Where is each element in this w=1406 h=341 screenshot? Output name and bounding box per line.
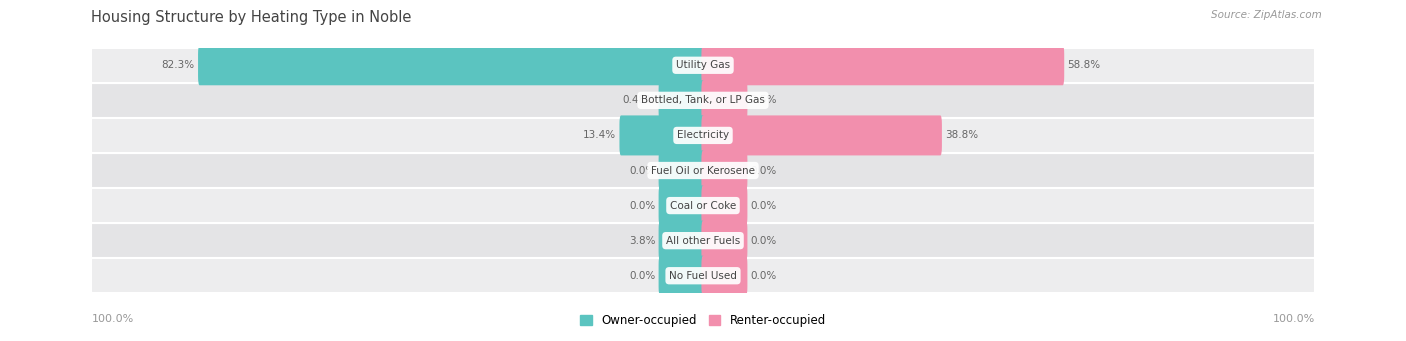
Bar — [91, 153, 1315, 188]
Text: Fuel Oil or Kerosene: Fuel Oil or Kerosene — [651, 165, 755, 176]
Text: Housing Structure by Heating Type in Noble: Housing Structure by Heating Type in Nob… — [91, 10, 412, 25]
Text: 0.0%: 0.0% — [751, 236, 778, 246]
Text: Source: ZipAtlas.com: Source: ZipAtlas.com — [1211, 10, 1322, 20]
Bar — [91, 258, 1315, 293]
Text: Coal or Coke: Coal or Coke — [669, 201, 737, 211]
FancyBboxPatch shape — [658, 150, 704, 191]
Text: 100.0%: 100.0% — [1272, 314, 1315, 324]
Bar — [91, 223, 1315, 258]
Text: 0.0%: 0.0% — [628, 201, 655, 211]
FancyBboxPatch shape — [658, 221, 704, 261]
Text: 0.0%: 0.0% — [751, 271, 778, 281]
Text: All other Fuels: All other Fuels — [666, 236, 740, 246]
Text: Utility Gas: Utility Gas — [676, 60, 730, 70]
Text: 0.0%: 0.0% — [628, 271, 655, 281]
FancyBboxPatch shape — [620, 115, 704, 155]
Text: Bottled, Tank, or LP Gas: Bottled, Tank, or LP Gas — [641, 95, 765, 105]
FancyBboxPatch shape — [658, 80, 704, 120]
Text: 82.3%: 82.3% — [162, 60, 195, 70]
FancyBboxPatch shape — [658, 186, 704, 226]
Text: 0.0%: 0.0% — [628, 165, 655, 176]
FancyBboxPatch shape — [702, 80, 748, 120]
Text: 3.8%: 3.8% — [628, 236, 655, 246]
Bar — [91, 83, 1315, 118]
Text: 38.8%: 38.8% — [945, 130, 979, 140]
Text: 58.8%: 58.8% — [1067, 60, 1101, 70]
Bar — [91, 188, 1315, 223]
Text: No Fuel Used: No Fuel Used — [669, 271, 737, 281]
Text: 0.48%: 0.48% — [623, 95, 655, 105]
Text: 0.0%: 0.0% — [751, 201, 778, 211]
Text: 13.4%: 13.4% — [583, 130, 616, 140]
Text: 100.0%: 100.0% — [91, 314, 134, 324]
FancyBboxPatch shape — [702, 150, 748, 191]
Legend: Owner-occupied, Renter-occupied: Owner-occupied, Renter-occupied — [575, 309, 831, 332]
FancyBboxPatch shape — [702, 256, 748, 296]
Text: 0.0%: 0.0% — [751, 165, 778, 176]
FancyBboxPatch shape — [702, 115, 942, 155]
Bar — [91, 118, 1315, 153]
Bar — [91, 48, 1315, 83]
FancyBboxPatch shape — [702, 186, 748, 226]
FancyBboxPatch shape — [198, 45, 704, 85]
Text: 2.5%: 2.5% — [751, 95, 778, 105]
Text: Electricity: Electricity — [676, 130, 730, 140]
FancyBboxPatch shape — [658, 256, 704, 296]
FancyBboxPatch shape — [702, 45, 1064, 85]
FancyBboxPatch shape — [702, 221, 748, 261]
